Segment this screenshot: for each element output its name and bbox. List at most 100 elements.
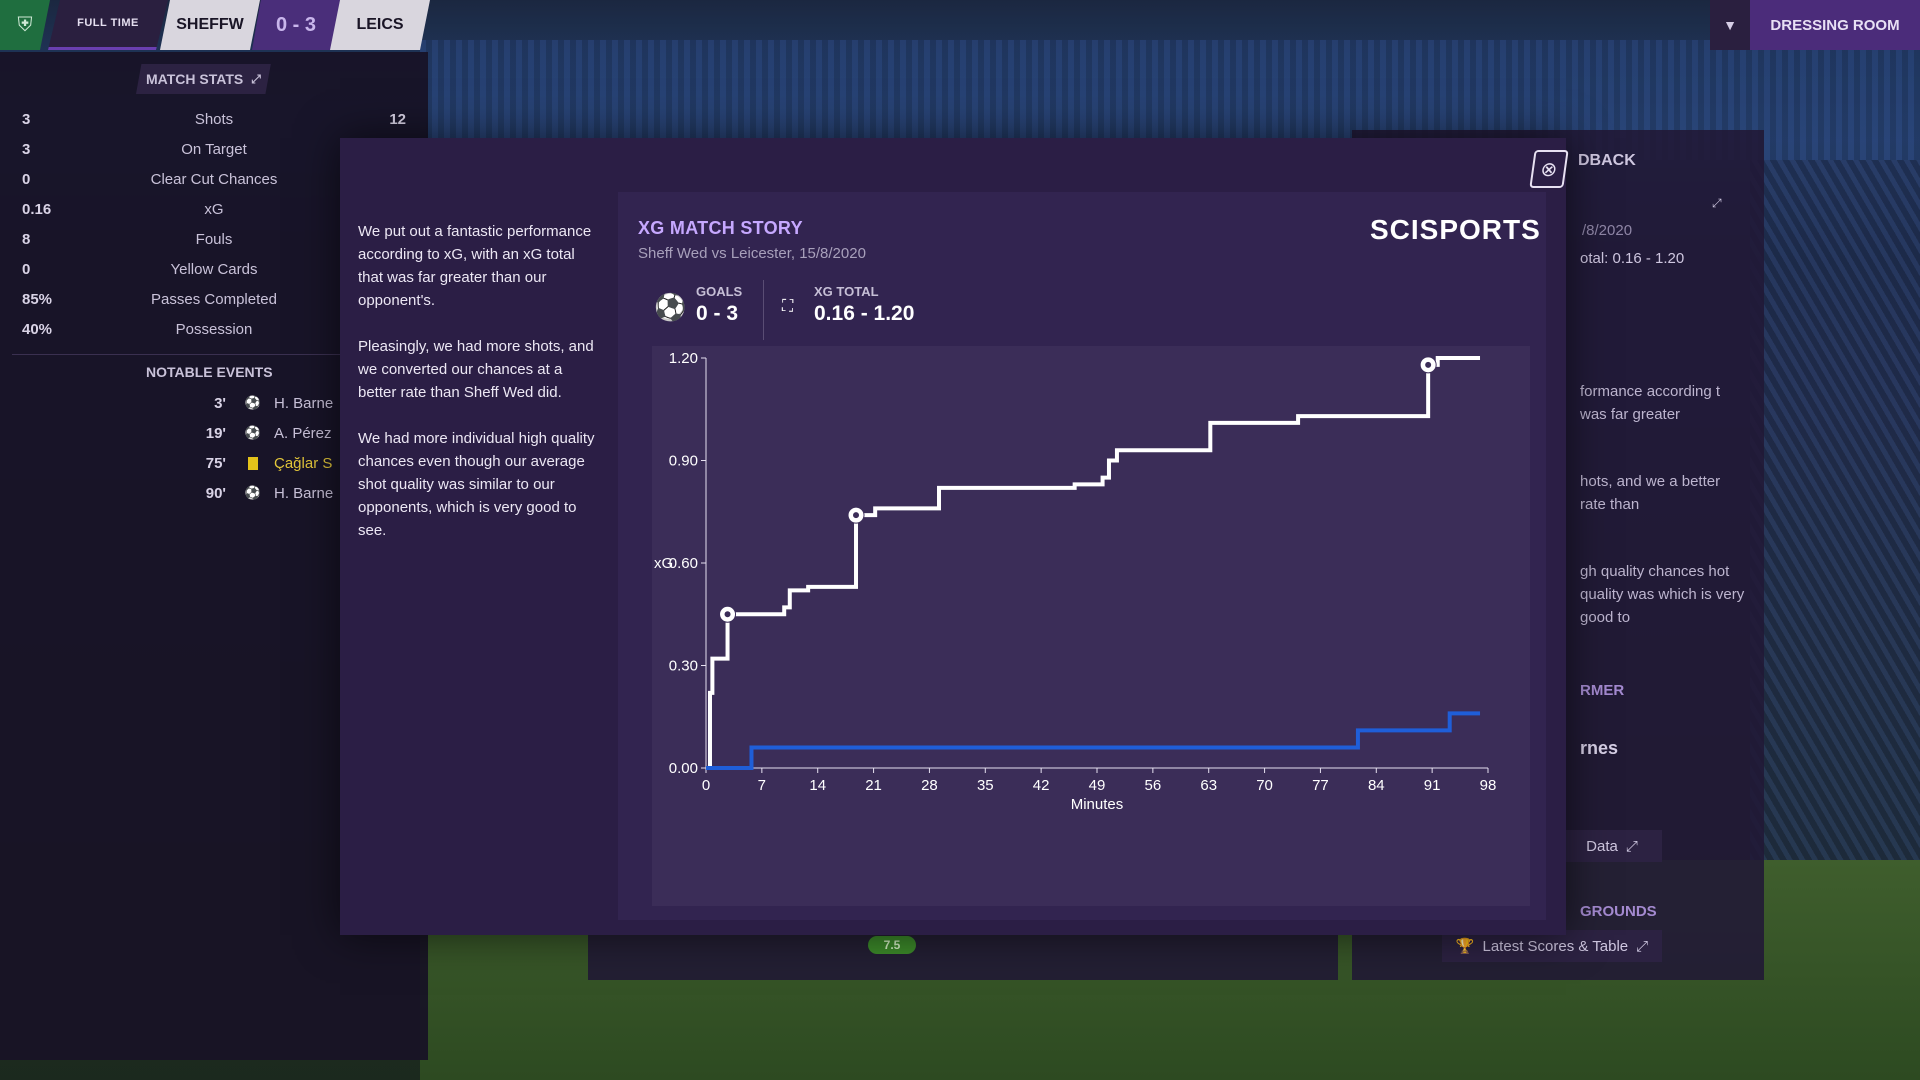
event-player: H. Barne (274, 484, 334, 502)
xg-match-story-card: XG MATCH STORY Sheff Wed vs Leicester, 1… (618, 192, 1546, 920)
expand-icon: ⤢ (1636, 937, 1649, 955)
stat-row: 0 Yellow Cards (22, 254, 406, 284)
x-tick-label: 77 (1312, 777, 1329, 794)
event-row[interactable]: 19' ⚽ A. Pérez (190, 418, 430, 448)
stat-label: Possession (175, 320, 253, 338)
scoreline: 0 - 3 (252, 0, 340, 50)
xg-chart: 0.00 0.30 0.60 0.90 1.20 0 7 14 21 28 35 42 49 56 63 70… (652, 346, 1530, 906)
x-tick-label: 42 (1033, 777, 1050, 794)
match-stats-title: MATCH STATS (146, 71, 244, 87)
xg-total-label: XG TOTAL (814, 284, 879, 299)
x-tick-label: 28 (921, 777, 938, 794)
stat-away-value: 12 (389, 110, 406, 128)
latest-scores-button[interactable]: 🏆 Latest Scores & Table ⤢ (1442, 930, 1662, 962)
event-row[interactable]: 3' ⚽ H. Barne (190, 388, 430, 418)
xg-summary: We put out a fantastic performance accor… (358, 220, 603, 565)
event-minute: 75' (205, 454, 226, 472)
x-tick-label: 0 (702, 777, 710, 794)
chevron-down-icon[interactable]: ▼ (1710, 0, 1750, 50)
y-tick-label: 0.90 (669, 453, 698, 470)
data-button[interactable]: Data ⤢ (1562, 830, 1662, 862)
club-badge-icon[interactable]: ⛨ (0, 0, 50, 50)
close-icon: ⊗ (1538, 158, 1559, 181)
stat-row: 8 Fouls (22, 224, 406, 254)
x-tick-label: 7 (758, 777, 766, 794)
stat-label: On Target (181, 140, 247, 158)
stat-home-value: 8 (22, 230, 31, 248)
latest-scores-label: Latest Scores & Table (1482, 937, 1629, 955)
yellow-card-icon (248, 456, 258, 470)
goal-icon: ⚽ (244, 395, 262, 410)
event-player: Çağlar S (274, 454, 333, 472)
goal-marker-dot (724, 611, 731, 618)
xg-card-title: XG MATCH STORY (638, 218, 803, 238)
stat-row: 3 On Target (22, 134, 406, 164)
y-tick-label: 0.60 (669, 555, 698, 572)
match-status: FULL TIME (48, 0, 168, 50)
goals-value: 0 - 3 (696, 302, 739, 325)
panel-date: /8/2020 (1582, 222, 1633, 239)
x-tick-label: 84 (1368, 777, 1385, 794)
event-row[interactable]: 75' Çağlar S (190, 448, 430, 478)
event-minute: 19' (205, 424, 226, 442)
stat-label: Yellow Cards (170, 260, 258, 278)
stat-home-value: 0 (22, 170, 31, 188)
summary-paragraph: We put out a fantastic performance accor… (358, 223, 592, 309)
match-stats-header[interactable]: MATCH STATS ⤢ (136, 64, 271, 94)
x-tick-label: 21 (865, 777, 882, 794)
y-axis-label: xG (654, 555, 673, 572)
event-player: H. Barne (274, 394, 334, 412)
panel-heading: GROUNDS (1580, 903, 1657, 920)
x-tick-label: 91 (1424, 777, 1441, 794)
y-tick-label: 0.30 (669, 658, 698, 675)
notable-events-title: NOTABLE EVENTS (146, 364, 273, 380)
panel-text: hots, and we a better rate than (1580, 473, 1721, 513)
xg-series-line (706, 356, 1481, 770)
event-row[interactable]: 90' ⚽ H. Barne (190, 478, 430, 508)
stat-row: 40% Possession (22, 314, 406, 344)
stat-label: Passes Completed (151, 290, 277, 308)
close-button[interactable]: ⊗ (1529, 150, 1569, 188)
x-tick-label: 35 (977, 777, 994, 794)
scisports-logo: SCISPORTS (1370, 214, 1541, 245)
stat-home-value: 3 (22, 110, 31, 128)
panel-text: gh quality chances hot quality was which… (1580, 563, 1745, 626)
y-tick-label: 1.20 (669, 350, 698, 367)
dressing-room-button[interactable]: DRESSING ROOM (1750, 0, 1920, 50)
stat-row: 85% Passes Completed (22, 284, 406, 314)
rating-badge: 7.5 (868, 936, 916, 954)
xg-total-value: 0.16 - 1.20 (814, 302, 915, 325)
event-minute: 3' (214, 394, 226, 412)
xg-card-subtitle: Sheff Wed vs Leicester, 15/8/2020 (638, 245, 866, 262)
x-tick-label: 56 (1145, 777, 1162, 794)
home-team: SHEFFW (160, 0, 260, 50)
stat-row: 0.16 xG (22, 194, 406, 224)
x-tick-label: 14 (809, 777, 826, 794)
panel-text: formance according t was far greater (1580, 383, 1721, 423)
panel-player-name: rnes (1580, 738, 1619, 758)
panel-xg-total: otal: 0.16 - 1.20 (1580, 250, 1685, 267)
trophy-icon: 🏆 (1455, 938, 1475, 955)
xg-modal: ⊗ We put out a fantastic performance acc… (340, 138, 1569, 935)
divider (763, 280, 764, 340)
event-minute: 90' (205, 484, 226, 502)
football-icon: ⚽ (654, 292, 687, 322)
y-tick-label: 0.00 (669, 760, 698, 777)
away-team: LEICS (330, 0, 430, 50)
x-tick-label: 49 (1089, 777, 1106, 794)
stat-home-value: 85% (22, 290, 53, 308)
xg-chart-svg: 0.00 0.30 0.60 0.90 1.20 0 7 14 21 28 35 42 49 56 63 70… (654, 350, 1497, 813)
stat-home-value: 0.16 (22, 200, 52, 218)
x-tick-label: 70 (1256, 777, 1273, 794)
stat-home-value: 40% (22, 320, 53, 338)
summary-paragraph: We had more individual high quality chan… (358, 430, 595, 539)
goal-icon: ⚽ (244, 425, 262, 440)
xg-icon: ⛶ (782, 298, 794, 315)
goal-marker-dot (1425, 361, 1432, 368)
stat-home-value: 0 (22, 260, 31, 278)
x-tick-label: 98 (1480, 777, 1497, 794)
event-player: A. Pérez (274, 424, 332, 442)
expand-icon[interactable]: ⤢ (1712, 196, 1722, 210)
goal-marker-dot (853, 512, 860, 519)
goals-label: GOALS (696, 284, 743, 299)
